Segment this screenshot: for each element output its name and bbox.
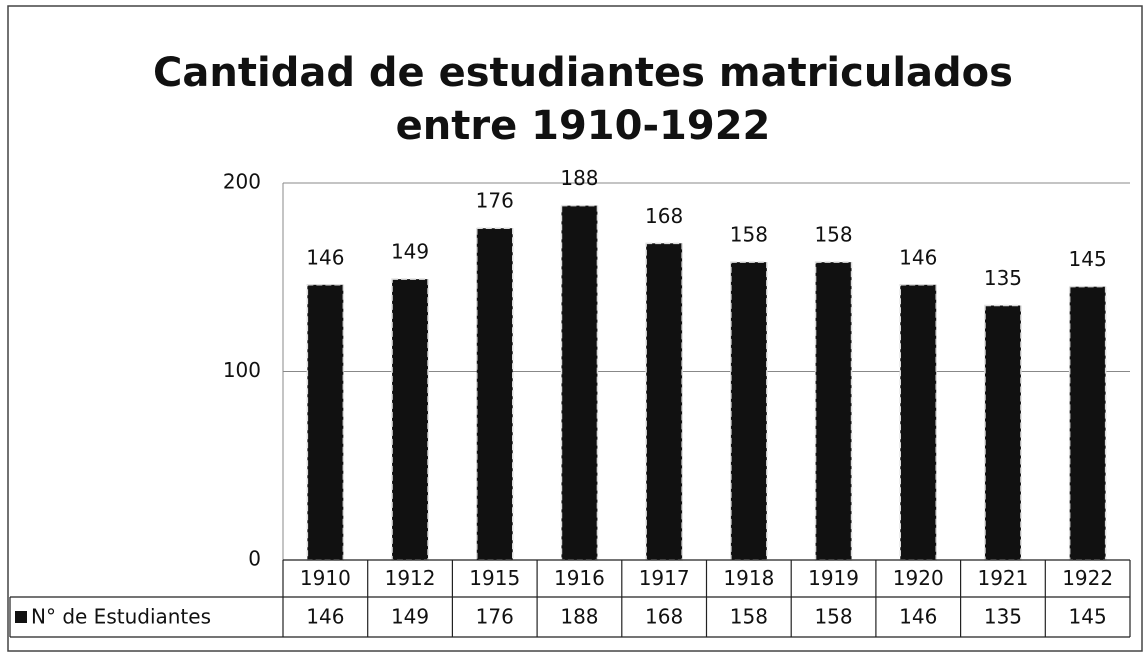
table-value: 149 <box>391 605 429 629</box>
table-value: 188 <box>560 605 598 629</box>
legend-key <box>15 611 27 623</box>
table-value: 168 <box>645 605 683 629</box>
table-value: 135 <box>984 605 1022 629</box>
data-label: 145 <box>1069 247 1107 271</box>
y-tick-label: 0 <box>248 547 261 571</box>
bar <box>306 284 345 561</box>
bar <box>560 204 599 561</box>
x-tick-label: 1912 <box>385 566 436 590</box>
bar <box>1068 285 1107 561</box>
data-label: 158 <box>730 223 768 247</box>
x-tick-label: 1918 <box>723 566 774 590</box>
data-label: 188 <box>560 166 598 190</box>
x-tick-label: 1915 <box>469 566 520 590</box>
bar <box>645 242 683 561</box>
bar <box>814 261 853 561</box>
x-tick-label: 1916 <box>554 566 605 590</box>
bar <box>730 261 768 561</box>
chart-title: entre 1910-1922 <box>396 103 771 149</box>
legend-label: N° de Estudiantes <box>31 605 211 629</box>
data-label: 176 <box>476 189 514 213</box>
x-tick-label: 1917 <box>639 566 690 590</box>
table-value: 146 <box>306 605 344 629</box>
x-tick-label: 1922 <box>1062 566 1113 590</box>
x-tick-label: 1919 <box>808 566 859 590</box>
data-label: 149 <box>391 240 429 264</box>
y-tick-label: 100 <box>223 358 261 382</box>
table-value: 158 <box>730 605 768 629</box>
table-value: 176 <box>476 605 514 629</box>
bar <box>476 227 514 561</box>
data-label: 158 <box>814 223 852 247</box>
table-value: 145 <box>1069 605 1107 629</box>
data-label: 146 <box>899 245 937 269</box>
bar <box>984 304 1022 561</box>
bar <box>899 284 937 561</box>
x-tick-label: 1910 <box>300 566 351 590</box>
table-value: 158 <box>814 605 852 629</box>
data-label: 135 <box>984 266 1022 290</box>
table-value: 146 <box>899 605 937 629</box>
chart-title: Cantidad de estudiantes matriculados <box>153 50 1013 96</box>
x-tick-label: 1921 <box>977 566 1028 590</box>
x-tick-label: 1920 <box>893 566 944 590</box>
y-tick-label: 200 <box>223 170 261 194</box>
data-label: 146 <box>306 245 344 269</box>
bar <box>391 278 429 561</box>
data-label: 168 <box>645 204 683 228</box>
